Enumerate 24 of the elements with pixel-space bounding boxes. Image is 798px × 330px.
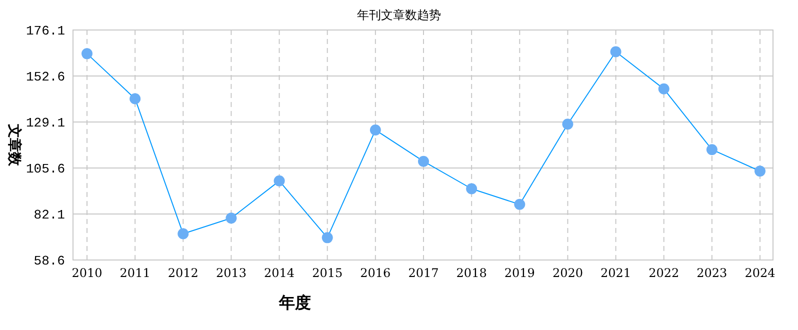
y-tick-label: 58.6 <box>34 254 65 269</box>
x-tick-label: 2021 <box>600 266 632 280</box>
x-axis-title: 年度 <box>278 293 311 312</box>
y-tick-label: 105.6 <box>26 162 65 177</box>
x-tick-label: 2020 <box>552 266 583 280</box>
y-tick-label: 129.1 <box>26 116 66 131</box>
x-tick-label: 2014 <box>264 266 295 280</box>
x-tick-label: 2010 <box>72 266 102 280</box>
y-tick-label: 176.1 <box>26 24 66 39</box>
x-tick-label: 2013 <box>216 266 246 280</box>
y-tick-label: 82.1 <box>34 208 66 223</box>
x-tick-label: 2015 <box>312 266 343 280</box>
x-tick-label: 2024 <box>744 266 776 280</box>
y-tick-label: 152.6 <box>26 70 65 85</box>
x-tick-label: 2019 <box>504 266 535 280</box>
y-axis-title: 文章数 <box>6 123 23 167</box>
chart-title: 年刊文章数趋势 <box>357 8 441 22</box>
x-tick-label: 2018 <box>456 266 487 280</box>
x-tick-label: 2022 <box>648 266 680 280</box>
x-tick-label: 2023 <box>696 266 728 280</box>
x-tick-label: 2017 <box>408 266 439 280</box>
x-tick-label: 2011 <box>120 266 150 280</box>
x-tick-label: 2012 <box>168 266 198 280</box>
x-tick-label: 2016 <box>360 266 391 280</box>
